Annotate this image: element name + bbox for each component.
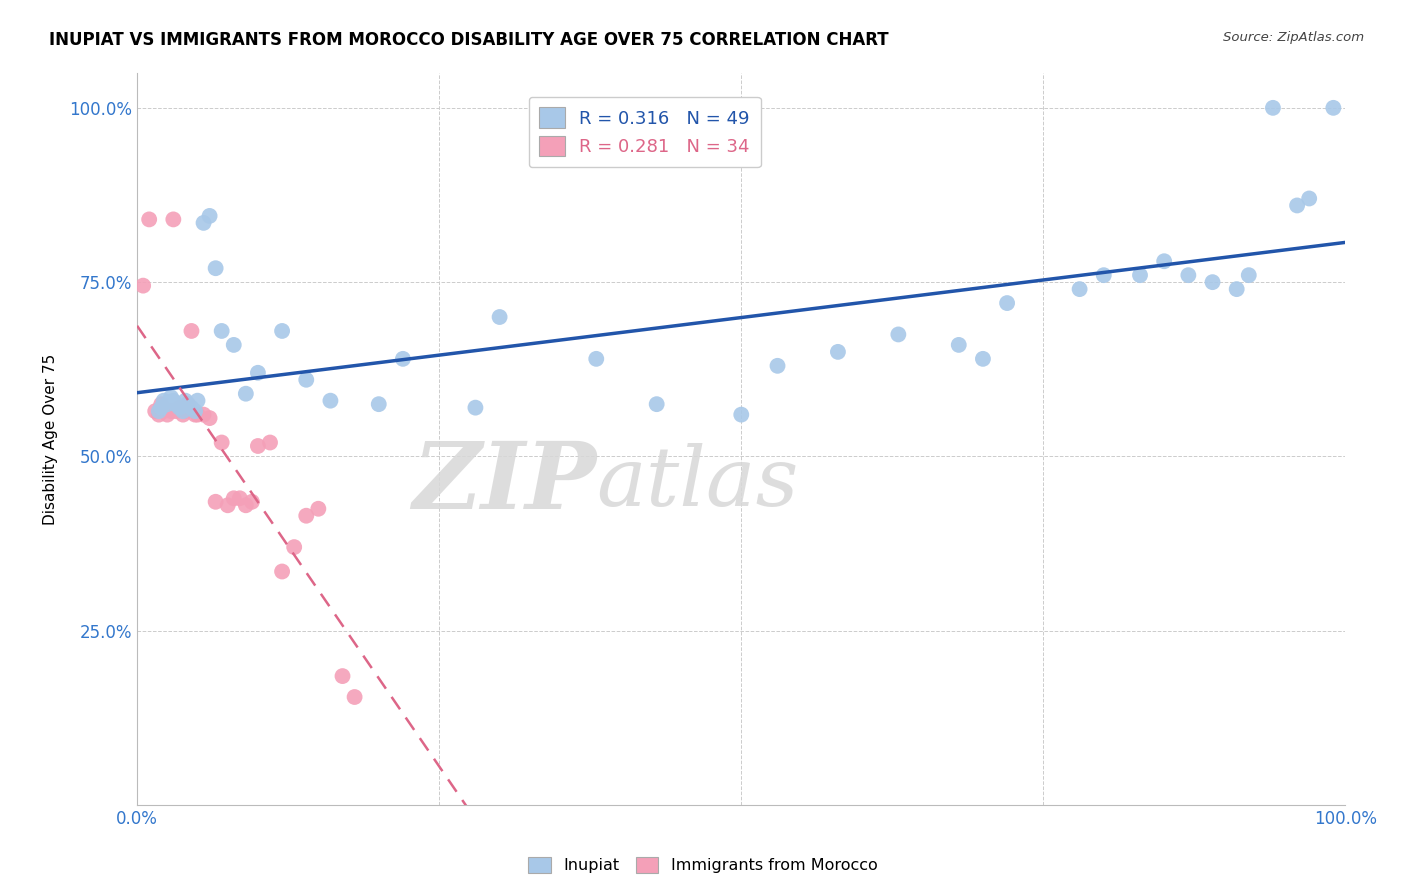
Point (184, 408, 207, 422)
Point (143, 404, 166, 418)
Point (193, 408, 215, 422)
Point (283, 540, 305, 554)
Text: ZIP: ZIP (412, 438, 596, 528)
Point (392, 351, 415, 366)
Point (246, 439, 269, 453)
Point (177, 397, 200, 411)
Y-axis label: Disability Age Over 75: Disability Age Over 75 (44, 353, 58, 524)
Point (1226, 282, 1249, 296)
Point (235, 498, 257, 512)
Point (184, 404, 207, 418)
Point (162, 393, 184, 408)
Point (172, 408, 194, 422)
Point (585, 351, 607, 366)
Point (948, 338, 970, 352)
Point (645, 397, 668, 411)
Point (319, 393, 342, 408)
Point (295, 373, 318, 387)
Point (222, 338, 245, 352)
Point (766, 359, 789, 373)
Text: Source: ZipAtlas.com: Source: ZipAtlas.com (1223, 31, 1364, 45)
Point (174, 404, 197, 418)
Point (150, 397, 173, 411)
Point (180, 401, 202, 415)
Point (165, 404, 187, 418)
Point (271, 324, 294, 338)
Point (1201, 275, 1223, 289)
Point (1322, 101, 1344, 115)
Point (343, 690, 366, 704)
Point (174, 393, 197, 408)
Point (204, 261, 226, 276)
Point (730, 408, 752, 422)
Point (972, 351, 994, 366)
Point (150, 401, 173, 415)
Point (198, 209, 221, 223)
Point (1261, 101, 1284, 115)
Point (152, 404, 174, 418)
Point (160, 390, 183, 404)
Point (217, 498, 239, 512)
Point (1092, 268, 1115, 282)
Point (1069, 282, 1091, 296)
Point (156, 397, 179, 411)
Point (1237, 268, 1260, 282)
Point (169, 401, 191, 415)
Point (367, 397, 389, 411)
Point (152, 393, 174, 408)
Point (186, 393, 208, 408)
Point (148, 408, 170, 422)
Point (246, 366, 269, 380)
Point (1298, 192, 1320, 206)
Point (464, 401, 486, 415)
Point (235, 386, 257, 401)
Point (488, 310, 510, 324)
Point (177, 397, 200, 411)
Point (138, 212, 160, 227)
Point (222, 491, 245, 506)
Point (229, 491, 252, 506)
Legend: R = 0.316   N = 49, R = 0.281   N = 34: R = 0.316 N = 49, R = 0.281 N = 34 (529, 96, 761, 167)
Legend: Inupiat, Immigrants from Morocco: Inupiat, Immigrants from Morocco (522, 850, 884, 880)
Point (204, 495, 226, 509)
Point (162, 212, 184, 227)
Text: atlas: atlas (596, 443, 799, 523)
Point (295, 508, 318, 523)
Point (827, 344, 849, 359)
Point (172, 404, 194, 418)
Point (307, 501, 329, 516)
Point (271, 565, 294, 579)
Point (180, 324, 202, 338)
Point (156, 408, 179, 422)
Point (132, 278, 155, 293)
Point (240, 495, 263, 509)
Point (1153, 254, 1175, 268)
Point (186, 408, 208, 422)
Text: INUPIAT VS IMMIGRANTS FROM MOROCCO DISABILITY AGE OVER 75 CORRELATION CHART: INUPIAT VS IMMIGRANTS FROM MOROCCO DISAB… (49, 31, 889, 49)
Point (165, 397, 187, 411)
Point (259, 435, 281, 450)
Point (1129, 268, 1152, 282)
Point (887, 327, 910, 342)
Point (211, 435, 233, 450)
Point (169, 401, 191, 415)
Point (148, 404, 170, 418)
Point (332, 669, 354, 683)
Point (160, 404, 183, 418)
Point (1177, 268, 1199, 282)
Point (211, 324, 233, 338)
Point (193, 216, 215, 230)
Point (1286, 198, 1309, 212)
Point (995, 296, 1018, 310)
Point (198, 411, 221, 425)
